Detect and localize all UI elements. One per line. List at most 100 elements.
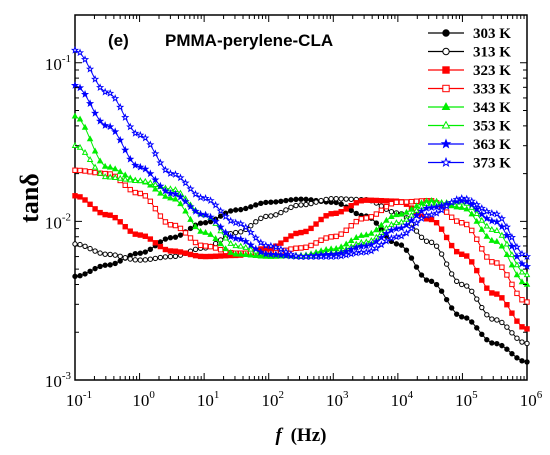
data-point <box>172 222 179 229</box>
data-point <box>81 123 89 130</box>
data-point <box>372 243 381 252</box>
data-point <box>332 252 341 260</box>
data-point <box>231 234 240 242</box>
series-line <box>74 195 528 330</box>
data-point <box>91 74 100 83</box>
data-point <box>407 216 416 225</box>
series-373-k <box>70 45 532 261</box>
data-point <box>207 243 214 250</box>
data-point <box>197 220 204 226</box>
data-point <box>217 247 224 253</box>
legend-label: 333 K <box>473 82 511 98</box>
data-point <box>453 203 460 210</box>
data-point <box>266 241 275 250</box>
data-point <box>291 251 301 260</box>
data-point <box>216 222 225 231</box>
data-point <box>202 253 209 260</box>
data-point <box>452 195 461 203</box>
data-point <box>382 229 391 237</box>
data-point <box>197 242 204 249</box>
data-point <box>448 305 455 311</box>
data-point <box>101 121 110 129</box>
data-point <box>368 214 375 220</box>
data-point <box>137 177 144 184</box>
legend-label: 343 K <box>473 100 511 116</box>
data-point <box>474 267 480 274</box>
data-point <box>107 212 113 218</box>
data-point <box>373 197 380 204</box>
data-point <box>402 220 411 229</box>
data-point <box>362 241 371 250</box>
data-point <box>186 202 195 211</box>
data-point <box>398 199 405 205</box>
data-point <box>417 214 426 222</box>
data-point <box>353 218 359 225</box>
data-point <box>263 199 269 206</box>
legend-label: 303 K <box>473 26 511 42</box>
series-line <box>74 49 528 258</box>
data-point <box>217 227 224 234</box>
data-point <box>157 239 164 245</box>
data-point <box>518 278 526 285</box>
data-point <box>408 255 415 261</box>
data-point <box>137 232 143 238</box>
data-point <box>181 197 190 206</box>
data-point <box>298 229 304 236</box>
data-point <box>388 201 395 207</box>
data-point <box>363 197 369 203</box>
data-point <box>448 242 455 249</box>
data-point <box>70 81 80 89</box>
data-point <box>519 358 525 364</box>
data-point <box>489 340 495 346</box>
data-point <box>519 297 525 303</box>
data-point <box>313 221 319 227</box>
x-tick-label: 106 <box>520 389 543 410</box>
data-point <box>157 254 164 261</box>
data-point <box>238 229 244 235</box>
data-point <box>258 215 264 222</box>
data-point <box>507 233 516 241</box>
data-point <box>276 250 285 259</box>
data-point <box>503 251 511 258</box>
data-point <box>102 262 108 268</box>
data-point <box>372 237 381 246</box>
data-point <box>241 237 250 245</box>
data-point <box>337 251 346 260</box>
data-point <box>192 239 199 246</box>
data-point <box>509 350 515 357</box>
data-point <box>162 192 169 199</box>
data-point <box>378 221 385 228</box>
data-point <box>75 48 85 57</box>
legend-label: 353 K <box>473 119 511 135</box>
data-point <box>162 254 169 260</box>
data-point <box>207 230 214 237</box>
data-point <box>253 219 259 225</box>
data-point <box>353 210 359 217</box>
data-point <box>247 251 255 258</box>
data-point <box>474 325 480 331</box>
data-point <box>82 243 88 249</box>
data-point <box>323 235 329 241</box>
data-point <box>116 135 125 144</box>
data-point <box>318 197 324 204</box>
data-point <box>246 228 255 236</box>
data-point <box>519 339 525 345</box>
data-point <box>303 228 309 235</box>
data-point <box>182 207 189 214</box>
data-point <box>177 200 184 207</box>
data-point <box>151 149 160 158</box>
data-point <box>469 319 475 325</box>
data-point <box>477 203 486 212</box>
data-point <box>343 196 349 202</box>
data-point <box>116 102 125 111</box>
data-point <box>383 216 390 223</box>
data-point <box>417 206 426 215</box>
data-point <box>403 208 410 215</box>
x-tick-label: 105 <box>455 389 478 410</box>
data-point <box>162 236 169 242</box>
data-point <box>211 200 220 209</box>
data-point <box>256 238 265 247</box>
data-point <box>132 189 138 196</box>
data-point <box>122 255 128 261</box>
data-point <box>87 268 93 275</box>
